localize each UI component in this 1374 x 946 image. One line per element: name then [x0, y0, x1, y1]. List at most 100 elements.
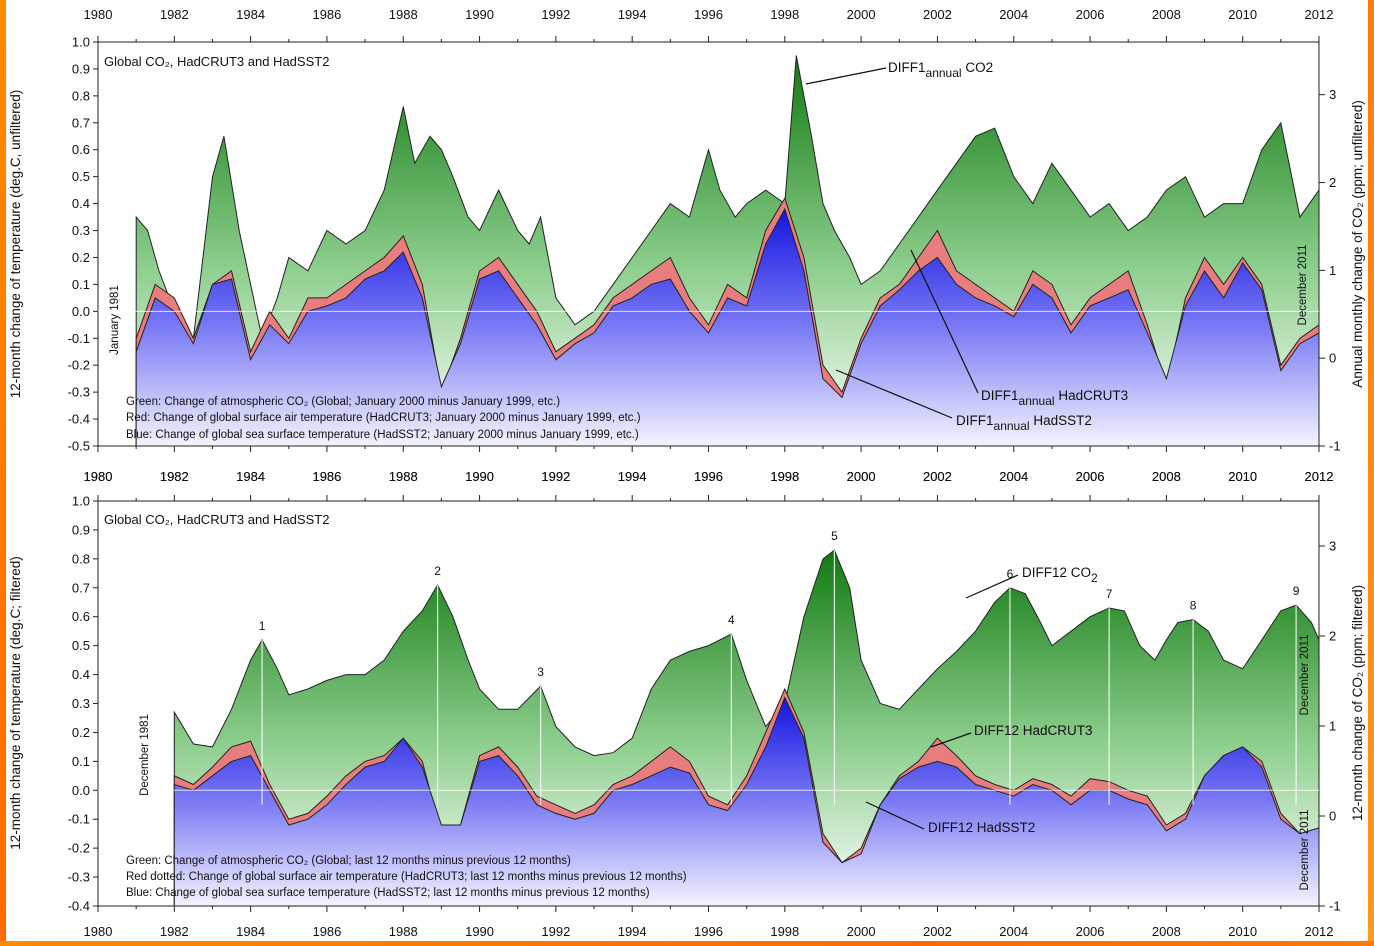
annotation-main: DIFF1 — [981, 388, 1019, 403]
x-tick-label-bottom: 1996 — [694, 469, 723, 484]
annotation-main: DIFF12 HadSST2 — [928, 820, 1035, 835]
peak-label: 5 — [831, 529, 838, 543]
x-tick-label-bottom: 1994 — [618, 469, 647, 484]
peak-label: 1 — [259, 619, 266, 633]
top-panel: 1980 1980 1982 1982 1984 1984 1986 1986 1988 1988… — [8, 7, 1365, 484]
hadsst2-area — [173, 696, 1320, 907]
y-tick-label: 0.0 — [72, 783, 90, 798]
y-tick-label: 0.7 — [72, 580, 90, 595]
peak-label: 2 — [434, 564, 441, 578]
annotation-leader — [805, 67, 887, 85]
y-tick-label: 0.8 — [72, 88, 90, 103]
x-tick-label-top: 2012 — [1305, 469, 1334, 484]
y-tick-label: 0.1 — [72, 754, 90, 769]
x-tick-label-bottom: 2008 — [1152, 469, 1181, 484]
series-annotation: DIFF12 HadCRUT3 — [974, 723, 1093, 738]
x-tick-label-top: 2004 — [999, 469, 1028, 484]
peak-label: 6 — [1007, 567, 1014, 581]
x-tick-label-bottom: 2006 — [1076, 924, 1105, 939]
annotation-main: DIFF12 HadCRUT3 — [974, 723, 1093, 738]
annotation-leader — [965, 574, 1019, 599]
y2-tick-label: 3 — [1329, 87, 1336, 102]
x-tick-label-top: 2010 — [1228, 469, 1257, 484]
annotation-leader — [910, 249, 979, 394]
y-tick-label: -0.3 — [68, 385, 90, 400]
y-tick-label: -0.4 — [68, 412, 90, 427]
peak-label: 8 — [1190, 599, 1197, 613]
x-tick-label-top: 2000 — [847, 469, 876, 484]
annotation-tail: HadSST2 — [1030, 413, 1092, 428]
x-tick-label-bottom: 1996 — [694, 924, 723, 939]
x-tick-label-bottom: 1994 — [618, 924, 647, 939]
hadsst2-area — [135, 207, 1320, 447]
y-tick-label: 0.4 — [72, 667, 90, 682]
x-tick-label-bottom: 2008 — [1152, 924, 1181, 939]
end-date-label: December 2011 — [1299, 635, 1311, 716]
y-axis-label: 12-month change of temperature (deg.C, u… — [8, 90, 23, 398]
start-date-label: December 1981 — [139, 714, 151, 796]
x-tick-label-bottom: 1988 — [389, 469, 418, 484]
x-tick-label-top: 2010 — [1228, 7, 1257, 22]
chart-title: Global CO₂, HadCRUT3 and HadSST2 — [104, 512, 329, 527]
annotation-main: DIFF1 — [888, 60, 926, 75]
x-tick-label-top: 2000 — [847, 7, 876, 22]
series-annotation: DIFF1annual CO2 — [888, 60, 993, 80]
annotation-main: DIFF12 CO — [1022, 565, 1091, 580]
x-tick-label-top: 1996 — [694, 469, 723, 484]
series-annotation: DIFF1annual HadCRUT3 — [981, 388, 1128, 408]
x-tick-label-bottom: 1990 — [465, 924, 494, 939]
annotation-tail: CO2 — [962, 60, 994, 75]
annotation-leader — [930, 732, 972, 748]
x-tick-label-bottom: 2012 — [1305, 924, 1334, 939]
legend-note: Red dotted: Change of global surface air… — [126, 871, 687, 883]
y-tick-label: 0.5 — [72, 638, 90, 653]
x-tick-label-bottom: 1986 — [312, 469, 341, 484]
x-tick-label-top: 2002 — [923, 7, 952, 22]
x-tick-label-bottom: 1988 — [389, 924, 418, 939]
annotation-tail: HadCRUT3 — [1055, 388, 1129, 403]
annotation-sub: annual — [926, 66, 962, 80]
y-tick-label: 0.8 — [72, 551, 90, 566]
x-tick-label-top: 1994 — [618, 7, 647, 22]
x-tick-label-top: 1990 — [465, 469, 494, 484]
x-tick-label-bottom: 2010 — [1228, 469, 1257, 484]
peak-label: 7 — [1106, 587, 1113, 601]
x-tick-label-bottom: 2000 — [847, 469, 876, 484]
start-date-label: January 1981 — [109, 285, 121, 355]
x-tick-label-bottom: 2000 — [847, 924, 876, 939]
peak-label: 4 — [728, 613, 735, 627]
y-tick-label: 1.0 — [72, 35, 90, 50]
y2-tick-label: -1 — [1329, 899, 1341, 914]
x-tick-label-bottom: 2012 — [1305, 469, 1334, 484]
x-tick-label-bottom: 1998 — [770, 924, 799, 939]
x-tick-label-bottom: 1980 — [84, 469, 113, 484]
chart-svg: 1980198019821982198419841986198619881988… — [8, 7, 1365, 939]
x-tick-label-top: 1980 — [84, 7, 113, 22]
y2-tick-label: 2 — [1329, 629, 1336, 644]
annotation-sub: annual — [1019, 394, 1055, 408]
x-tick-label-top: 1992 — [541, 7, 570, 22]
series-annotation: DIFF1annual HadSST2 — [956, 413, 1092, 433]
y-tick-label: 0.6 — [72, 142, 90, 157]
end-date-label-2: December 2011 — [1299, 810, 1311, 891]
x-tick-label-top: 2006 — [1076, 7, 1105, 22]
chart-title: Global CO₂, HadCRUT3 and HadSST2 — [104, 54, 329, 69]
legend-note: Green: Change of atmospheric CO₂ (Global… — [126, 396, 560, 408]
peak-label: 3 — [537, 665, 544, 679]
y-tick-label: 0.1 — [72, 277, 90, 292]
x-tick-label-top: 2012 — [1305, 7, 1334, 22]
y2-tick-label: 3 — [1329, 539, 1336, 554]
y-tick-label: 1.0 — [72, 494, 90, 509]
x-tick-label-top: 1992 — [541, 469, 570, 484]
x-tick-label-bottom: 1998 — [770, 469, 799, 484]
x-tick-label-bottom: 1990 — [465, 469, 494, 484]
y-tick-label: 0.9 — [72, 522, 90, 537]
x-tick-label-bottom: 2004 — [999, 924, 1028, 939]
y-tick-label: -0.4 — [68, 899, 90, 914]
y-tick-label: -0.1 — [68, 331, 90, 346]
x-tick-label-bottom: 2010 — [1228, 924, 1257, 939]
y-axis-label: 12-month change of temperature (deg.C; f… — [8, 556, 23, 849]
y2-tick-label: 2 — [1329, 175, 1336, 190]
annotation-main: DIFF1 — [956, 413, 994, 428]
y-tick-label: 0.7 — [72, 115, 90, 130]
